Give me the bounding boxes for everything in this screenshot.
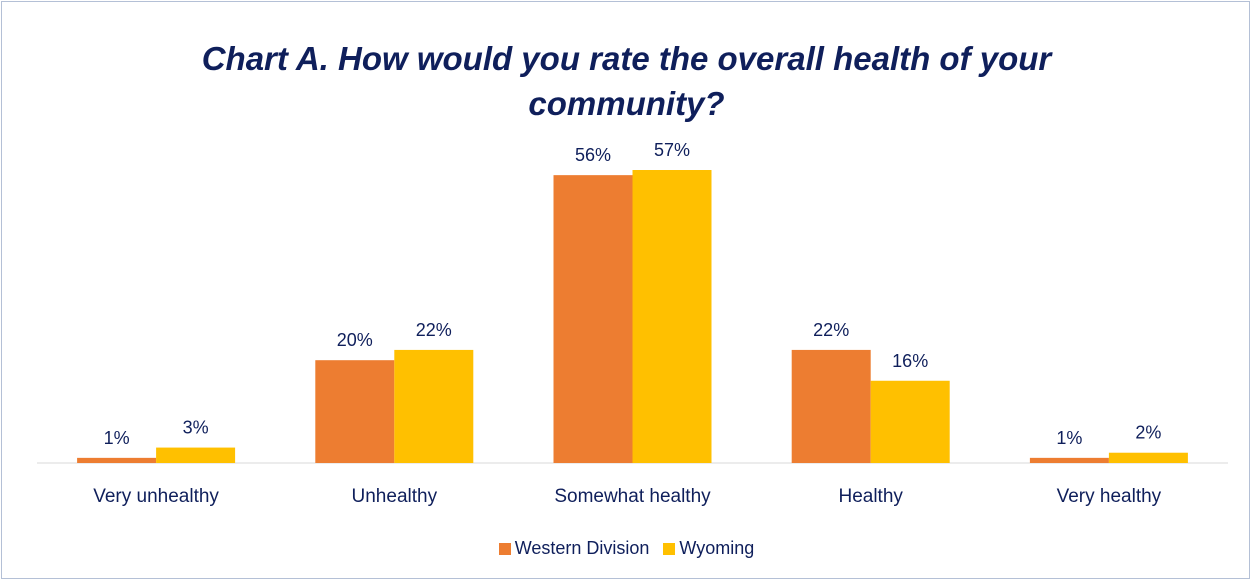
- chart-title-line-2: community?: [528, 85, 725, 122]
- bar-wyoming-somewhat-healthy: [632, 170, 712, 463]
- bar-wyoming-healthy: [870, 380, 950, 463]
- data-label-western-division-healthy: 22%: [813, 320, 849, 340]
- x-tick-label-very-unhealthy: Very unhealthy: [93, 486, 219, 507]
- chart-title-line-1: Chart A. How would you rate the overall …: [201, 40, 1052, 77]
- data-label-western-division-unhealthy: 20%: [337, 330, 373, 350]
- data-label-wyoming-healthy: 16%: [892, 351, 928, 371]
- legend-label-western-division: Western Division: [514, 538, 650, 558]
- data-label-wyoming-unhealthy: 22%: [416, 320, 452, 340]
- data-label-western-division-somewhat-healthy: 56%: [575, 145, 611, 165]
- bar-wyoming-very-unhealthy: [156, 447, 236, 463]
- x-tick-label-unhealthy: Unhealthy: [352, 486, 438, 507]
- legend-label-wyoming: Wyoming: [679, 538, 755, 558]
- legend-swatch-wyoming: [663, 542, 676, 555]
- bar-western-division-healthy: [791, 349, 871, 463]
- legend-item-western-division: Western Division: [498, 538, 650, 559]
- chart-legend: Western Division Wyoming: [0, 538, 1253, 559]
- bar-western-division-very-healthy: [1029, 457, 1109, 463]
- data-label-western-division-very-unhealthy: 1%: [104, 428, 130, 448]
- data-label-wyoming-very-healthy: 2%: [1135, 423, 1161, 443]
- legend-swatch-western-division: [498, 542, 511, 555]
- bar-wyoming-unhealthy: [394, 349, 474, 463]
- bar-western-division-very-unhealthy: [77, 457, 157, 463]
- data-label-wyoming-somewhat-healthy: 57%: [654, 140, 690, 160]
- data-label-wyoming-very-unhealthy: 3%: [183, 418, 209, 438]
- x-tick-label-healthy: Healthy: [838, 486, 903, 507]
- chart-title: Chart A. How would you rate the overall …: [0, 36, 1253, 126]
- x-tick-label-very-healthy: Very healthy: [1057, 486, 1162, 507]
- bar-wyoming-very-healthy: [1108, 452, 1188, 463]
- legend-item-wyoming: Wyoming: [663, 538, 754, 559]
- x-tick-label-somewhat-healthy: Somewhat healthy: [554, 486, 711, 507]
- bar-western-division-somewhat-healthy: [553, 175, 633, 463]
- bar-western-division-unhealthy: [315, 360, 395, 463]
- data-label-western-division-very-healthy: 1%: [1056, 428, 1082, 448]
